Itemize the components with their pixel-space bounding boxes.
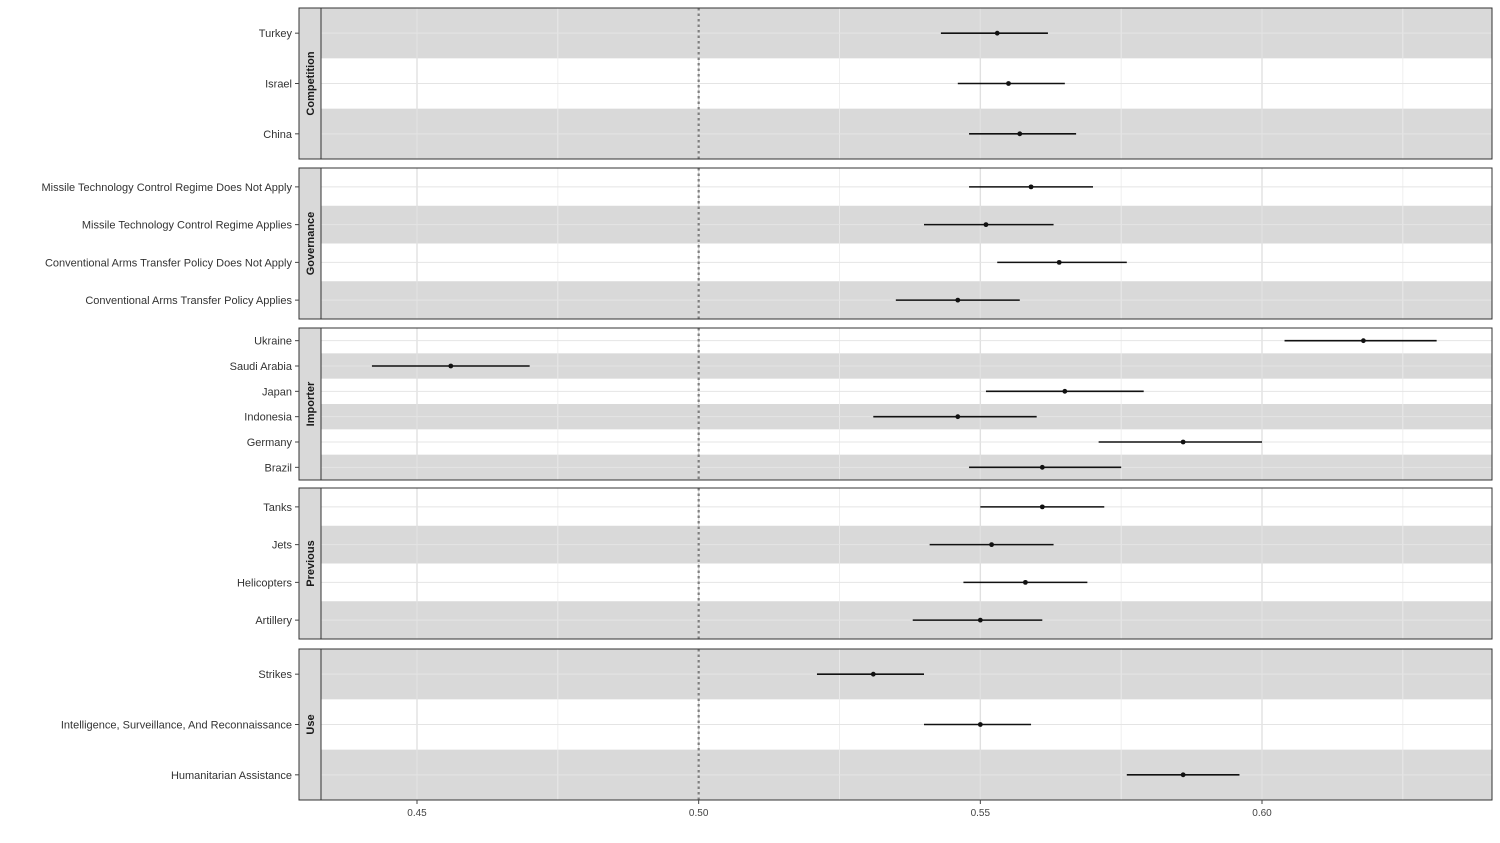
row-label-importer-germany: Germany <box>247 437 293 449</box>
row-label-governance-missile-technology-control-regime-applies: Missile Technology Control Regime Applie… <box>82 220 293 232</box>
point-importer-brazil <box>1039 464 1045 470</box>
strip-label-competition: Competition <box>305 51 317 115</box>
row-label-importer-brazil: Brazil <box>264 462 292 474</box>
strip-importer <box>298 327 322 481</box>
row-label-previous-jets: Jets <box>272 540 293 552</box>
strip-label-previous: Previous <box>305 540 317 586</box>
row-label-previous-artillery: Artillery <box>255 615 292 627</box>
row-bands <box>321 8 1492 800</box>
strip-label-importer: Importer <box>305 381 317 426</box>
row-label-importer-ukraine: Ukraine <box>254 336 292 348</box>
row-label-use-intelligence-surveillance-and-reconnaissance: Intelligence, Surveillance, And Reconnai… <box>61 720 292 732</box>
row-label-importer-japan: Japan <box>262 386 292 398</box>
strip-governance <box>298 167 322 320</box>
x-tick-label: 0.55 <box>971 808 991 819</box>
point-previous-helicopters <box>1023 579 1028 585</box>
point-competition-israel <box>1006 81 1011 86</box>
point-governance-conventional-arms-transfer-policy-does-not-apply <box>1056 259 1062 265</box>
point-use-intelligence-surveillance-and-reconnaissance <box>977 722 983 727</box>
row-label-governance-conventional-arms-transfer-policy-does-not-apply: Conventional Arms Transfer Policy Does N… <box>45 257 293 269</box>
x-tick-label: 0.60 <box>1252 808 1272 819</box>
point-importer-japan <box>1062 388 1068 394</box>
point-competition-china <box>1017 131 1023 137</box>
row-label-governance-missile-technology-control-regime-does-not-apply: Missile Technology Control Regime Does N… <box>42 182 293 194</box>
row-label-importer-indonesia: Indonesia <box>244 412 293 424</box>
row-label-competition-china: China <box>263 129 293 141</box>
row-label-previous-tanks: Tanks <box>263 502 292 514</box>
strip-previous <box>298 487 322 640</box>
point-previous-artillery <box>977 617 983 623</box>
row-label-competition-turkey: Turkey <box>259 28 293 40</box>
row-label-importer-saudi-arabia: Saudi Arabia <box>230 361 293 373</box>
strip-label-governance: Governance <box>305 212 317 276</box>
point-importer-germany <box>1180 439 1186 445</box>
point-governance-conventional-arms-transfer-policy-applies <box>955 297 961 303</box>
strip-label-use: Use <box>305 714 317 734</box>
point-importer-indonesia <box>955 414 961 420</box>
x-axis: 0.45 0.50 0.55 0.60 <box>407 800 1272 819</box>
point-use-strikes <box>870 671 876 677</box>
row-label-use-humanitarian-assistance: Humanitarian Assistance <box>171 770 292 782</box>
facet-strips: Competition Governance Importer Previous Use <box>298 7 322 801</box>
point-competition-turkey <box>994 30 1000 36</box>
row-label-competition-israel: Israel <box>265 79 292 91</box>
point-use-humanitarian-assistance <box>1180 772 1186 778</box>
row-label-use-strikes: Strikes <box>258 669 292 681</box>
x-tick-label: 0.45 <box>407 808 427 819</box>
point-importer-saudi-arabia <box>448 363 454 369</box>
x-tick-label: 0.50 <box>689 808 709 819</box>
row-labels: Turkey Israel China Missile Technology Cont… <box>42 28 299 782</box>
point-group <box>448 30 1366 778</box>
point-previous-tanks <box>1039 504 1045 510</box>
point-importer-ukraine <box>1361 338 1366 344</box>
point-governance-missile-technology-control-regime-does-not-apply <box>1028 184 1034 190</box>
point-governance-missile-technology-control-regime-applies <box>983 222 989 228</box>
row-label-governance-conventional-arms-transfer-policy-applies: Conventional Arms Transfer Policy Applie… <box>85 295 292 307</box>
row-label-previous-helicopters: Helicopters <box>237 577 293 589</box>
point-previous-jets <box>989 542 994 548</box>
